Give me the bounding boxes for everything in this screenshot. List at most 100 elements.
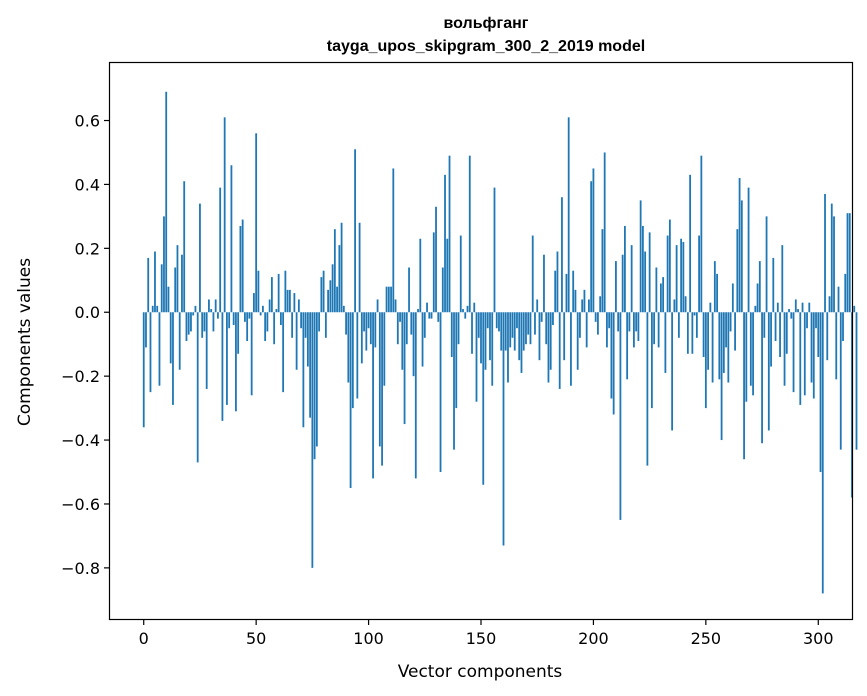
bar — [812, 312, 815, 399]
bar — [367, 312, 370, 329]
bar — [365, 312, 368, 351]
bar — [187, 312, 190, 335]
bar — [815, 312, 817, 329]
bar — [626, 312, 629, 380]
bar — [659, 283, 662, 313]
bar — [194, 305, 197, 313]
bar — [527, 312, 530, 335]
bar — [414, 312, 417, 479]
bar — [700, 155, 703, 313]
bar — [435, 206, 437, 313]
bar — [228, 312, 231, 329]
bar — [257, 270, 260, 313]
y-tick-label: −0.8 — [61, 559, 100, 578]
bar — [491, 312, 494, 386]
bar — [779, 312, 781, 357]
bar — [284, 270, 287, 313]
y-tick-label: 0.6 — [75, 112, 100, 131]
bar — [331, 264, 334, 313]
bar — [248, 312, 251, 319]
bar — [774, 312, 777, 341]
bar — [558, 312, 561, 389]
bar — [241, 219, 244, 313]
bar — [412, 312, 415, 377]
x-tick-label: 250 — [691, 629, 722, 648]
x-tick-label: 50 — [246, 629, 266, 648]
bar — [630, 245, 633, 313]
bar — [792, 312, 795, 393]
bar — [808, 302, 811, 313]
y-tick-label: −0.6 — [61, 495, 100, 514]
bar — [421, 312, 424, 367]
bar — [423, 312, 426, 338]
bar — [419, 238, 422, 313]
bar — [401, 312, 404, 370]
bar — [147, 257, 150, 313]
bar — [691, 312, 694, 354]
bar — [441, 267, 444, 313]
bar — [324, 312, 327, 338]
bar — [765, 216, 768, 313]
bar — [277, 273, 280, 313]
y-tick-label: 0.2 — [75, 239, 100, 258]
bar — [655, 267, 658, 313]
bar — [668, 219, 671, 313]
bar — [617, 312, 620, 332]
bar — [486, 312, 489, 329]
bar — [770, 312, 772, 367]
bar — [556, 251, 559, 313]
bar — [653, 312, 656, 345]
bar — [601, 229, 604, 313]
bar — [639, 200, 642, 313]
bar — [158, 312, 161, 386]
bar — [664, 312, 667, 373]
bar — [410, 312, 413, 335]
bar — [446, 238, 449, 313]
bar — [707, 312, 709, 370]
bar — [246, 312, 249, 341]
bar — [846, 213, 849, 313]
bar — [199, 203, 201, 313]
bar — [839, 312, 842, 450]
bar — [437, 312, 440, 322]
bar — [174, 267, 177, 313]
y-tick-label: 0.0 — [75, 303, 100, 322]
bar — [628, 312, 631, 332]
bar — [718, 312, 721, 380]
bar — [183, 181, 186, 313]
bar — [657, 312, 660, 348]
bar — [151, 305, 154, 313]
y-axis: −0.8 −0.6 −0.4 −0.2 0.0 0.2 0.4 0.6 — [61, 112, 110, 578]
bar — [214, 299, 217, 313]
bar — [781, 245, 784, 313]
bar — [529, 312, 532, 345]
bar — [275, 309, 278, 313]
bar — [513, 312, 516, 351]
bar — [540, 312, 543, 322]
bar — [374, 312, 377, 348]
bar — [358, 222, 361, 313]
bar — [426, 302, 428, 313]
bar — [399, 312, 401, 322]
bar — [828, 296, 831, 313]
bar — [594, 312, 597, 322]
bar — [455, 312, 458, 409]
bar — [579, 312, 581, 338]
bar — [459, 235, 462, 313]
bar — [509, 312, 512, 348]
bar — [507, 312, 509, 383]
bars-group — [142, 91, 858, 594]
bar — [156, 305, 159, 313]
bar — [745, 312, 748, 402]
bar — [468, 155, 471, 313]
bar — [516, 312, 518, 329]
bar — [466, 305, 469, 313]
bar — [457, 312, 460, 345]
bar — [756, 283, 759, 313]
bar — [444, 174, 446, 313]
bar — [747, 187, 750, 313]
bar — [448, 155, 451, 313]
bar — [320, 277, 323, 313]
bar — [385, 286, 388, 313]
bar — [203, 312, 206, 332]
